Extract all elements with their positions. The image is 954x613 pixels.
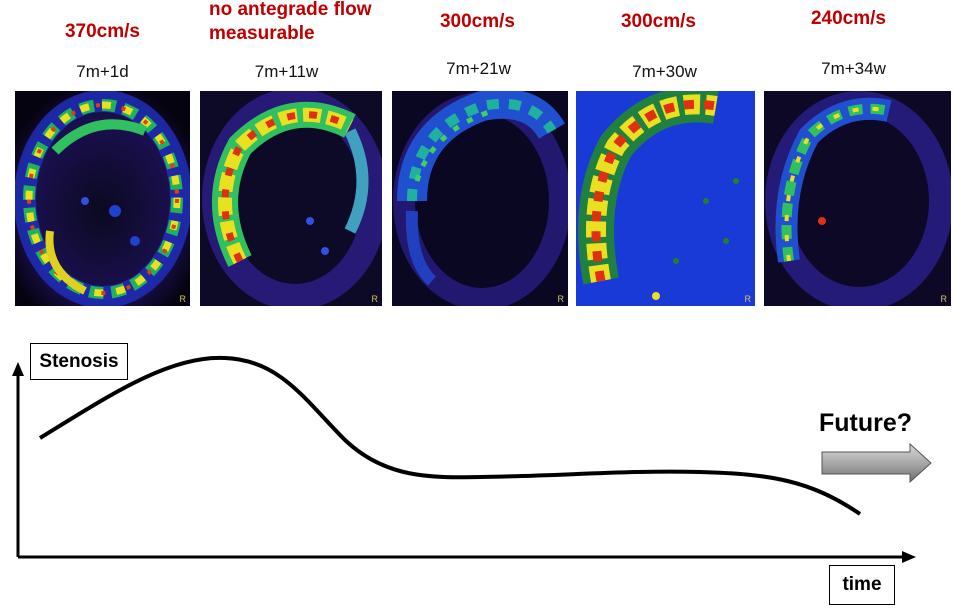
velocity-label-2: no antegrade flow measurable <box>209 0 409 46</box>
timepoint-label-2: 7m+11w <box>254 62 319 81</box>
future-label: Future? <box>819 409 913 437</box>
x-axis-label-box: time <box>829 565 895 605</box>
y-axis-label-box: Stenosis <box>30 343 128 380</box>
perfusion-scan-1: R <box>15 91 190 306</box>
scan-marker-3: R <box>557 294 565 304</box>
x-axis-arrowhead <box>902 551 916 563</box>
scan-marker-1: R <box>179 294 187 304</box>
perfusion-scan-4: R <box>576 91 755 306</box>
y-axis-label: Stenosis <box>39 350 119 372</box>
timepoint-label-3: 7m+21w <box>446 59 511 78</box>
velocity-label-5: 240cm/s <box>810 8 886 29</box>
velocity-label-2-line2: measurable <box>209 23 315 44</box>
velocity-label-1: 370cm/s <box>64 21 140 42</box>
velocity-label-2-line1: no antegrade flow <box>209 0 372 20</box>
y-axis-arrowhead <box>12 362 24 376</box>
velocity-label-4: 300cm/s <box>620 11 696 32</box>
scan-marker-5: R <box>940 294 948 304</box>
x-axis-label: time <box>842 574 882 595</box>
velocity-label-3: 300cm/s <box>439 11 515 32</box>
perfusion-scan-2: R <box>200 91 382 306</box>
timepoint-label-4: 7m+30w <box>632 62 697 81</box>
timepoint-label-1: 7m+1d <box>76 62 129 81</box>
perfusion-scan-5: R <box>764 91 951 306</box>
scan-marker-2: R <box>371 294 379 304</box>
scan-marker-4: R <box>744 294 752 304</box>
timepoint-label-5: 7m+34w <box>821 59 886 78</box>
stenosis-curve <box>38 355 862 516</box>
future-arrow <box>821 442 932 484</box>
perfusion-scan-3: R <box>392 91 568 306</box>
